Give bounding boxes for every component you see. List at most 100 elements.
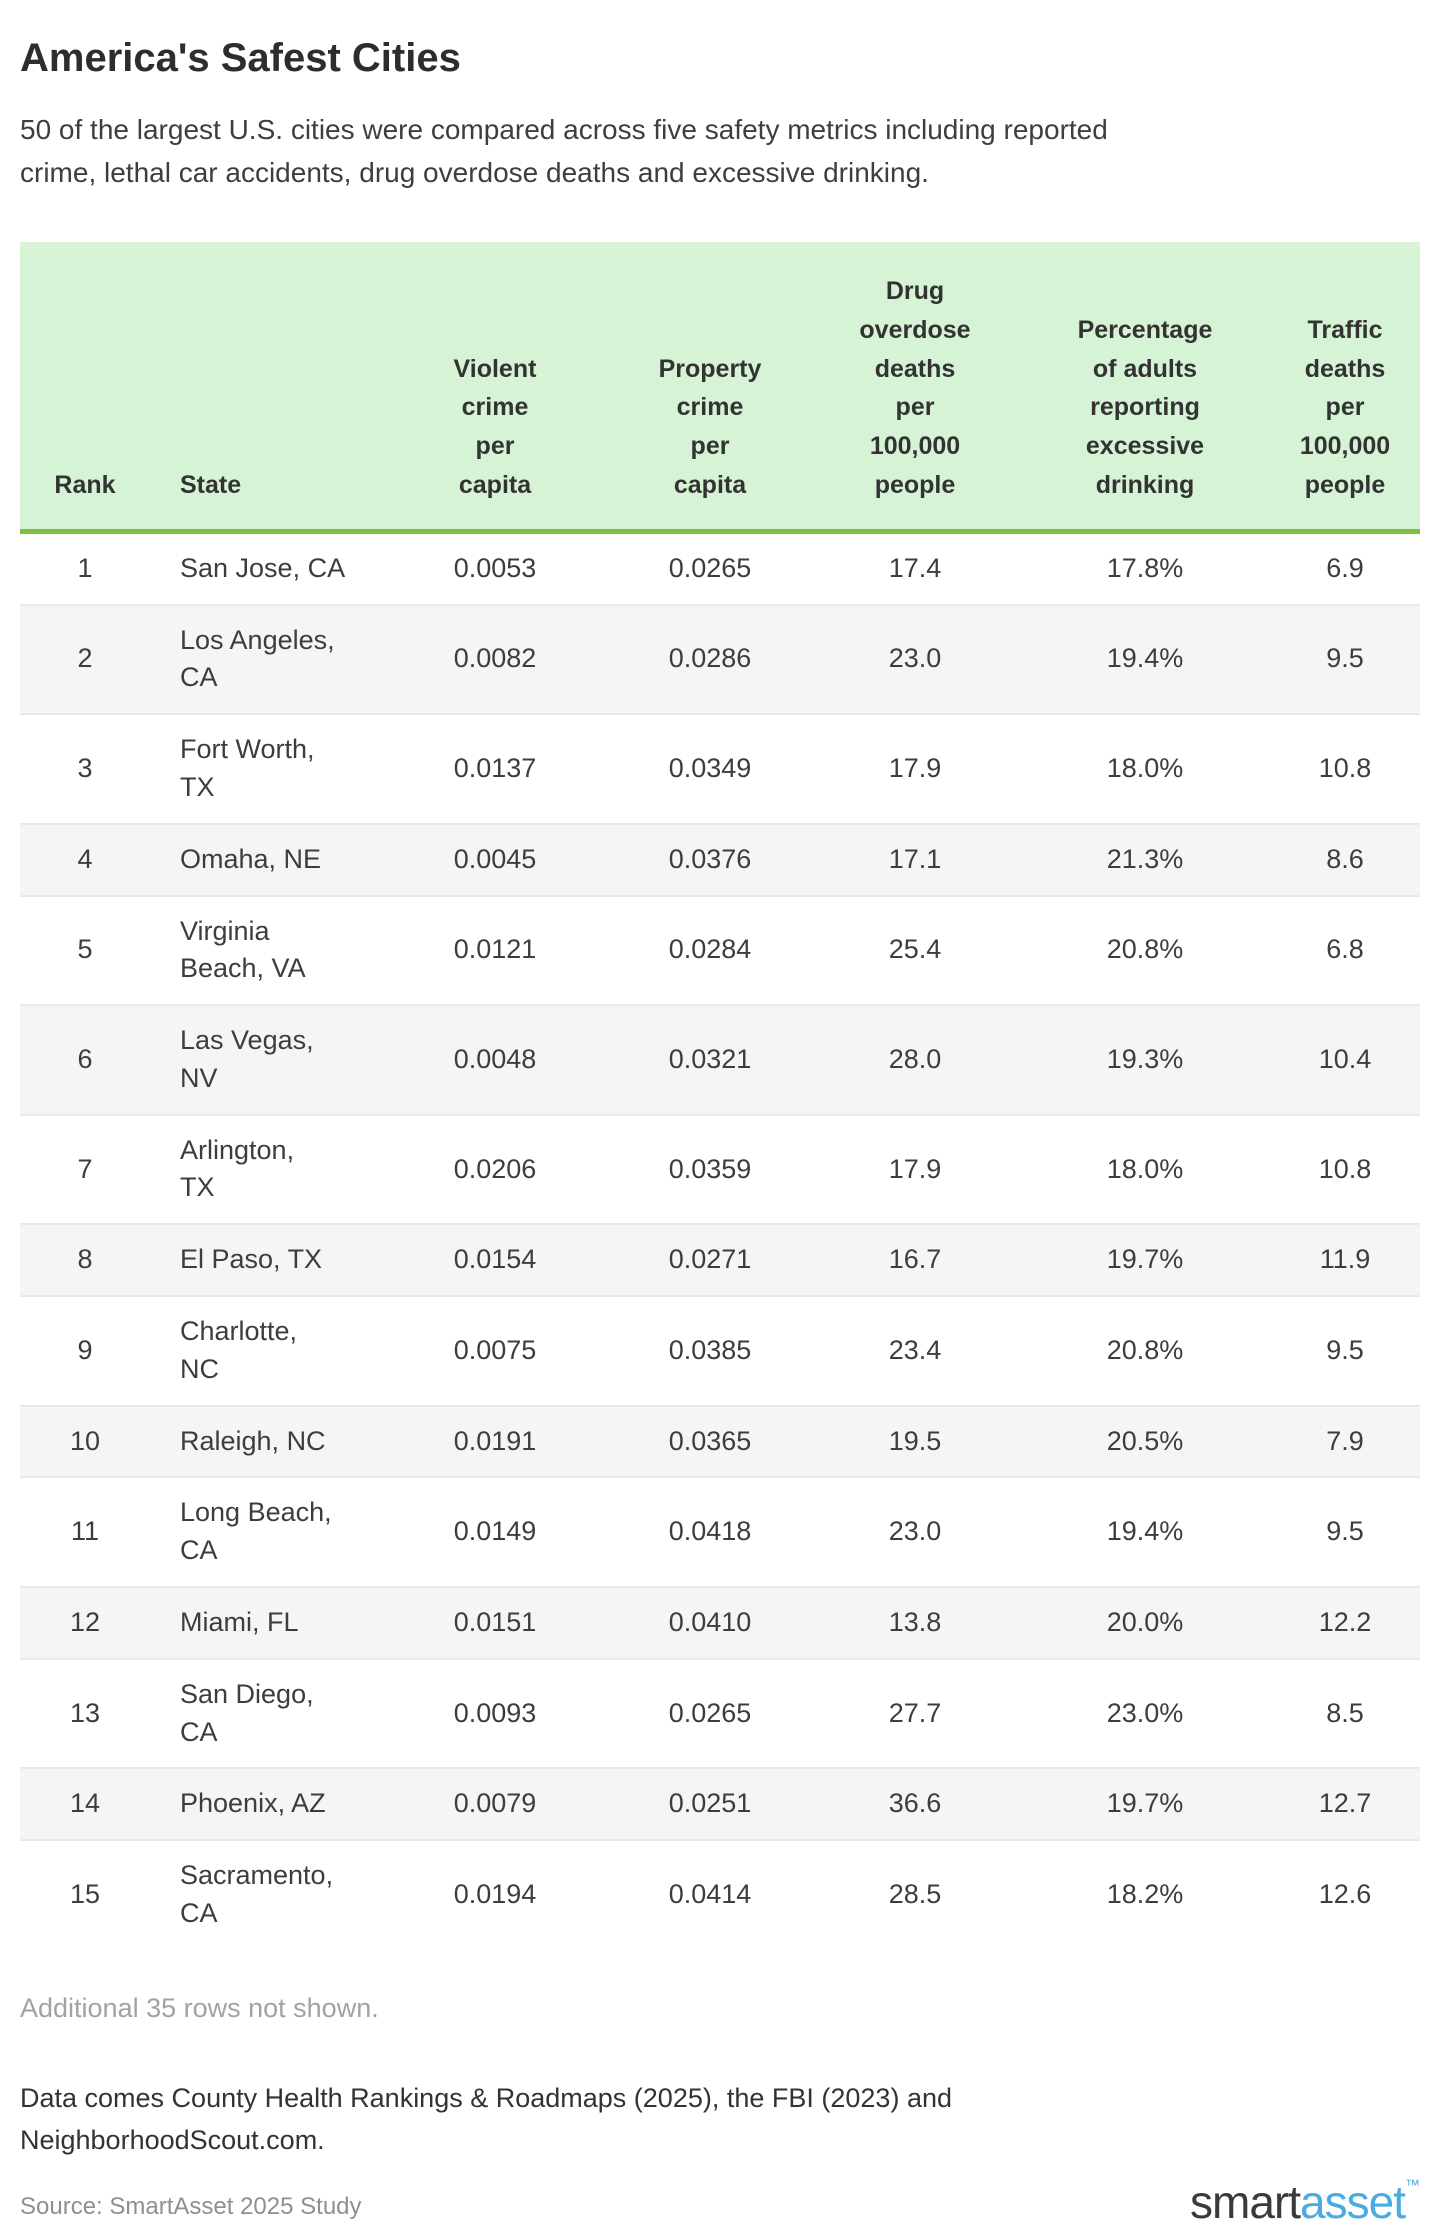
rank-cell: 12 (20, 1586, 150, 1659)
rank-cell: 11 (20, 1476, 150, 1588)
drug-overdose-cell: 17.4 (888, 552, 942, 583)
drug-overdose-cell: 28.0 (810, 1004, 1020, 1115)
drug-overdose-cell: 17.9 (810, 713, 1020, 824)
violent-crime-cell: 0.0151 (380, 1586, 610, 1659)
traffic-deaths-cell: 12.6 (1270, 1839, 1420, 1949)
property-crime-cell: 0.0271 (610, 1223, 810, 1297)
drug-overdose-cell: 23.0 (810, 1476, 1020, 1588)
traffic-deaths-cell: 10.8 (1270, 1113, 1420, 1225)
drug-overdose-cell: 17.9 (810, 1113, 1020, 1225)
table-body: 1 San Jose, CA 0.0053 0.0265 17.4 17.8% … (20, 531, 1420, 1949)
table-row: 12 Miami, FL 0.0151 0.0410 13.8 20.0% 12… (20, 1586, 1420, 1659)
traffic-deaths-cell: 8.6 (1270, 822, 1420, 896)
property-crime-cell: 0.0349 (610, 713, 810, 824)
column-header-traffic-deaths: Traffic deaths per 100,000 people (1270, 242, 1420, 534)
city-cell: Miami, FL (150, 1586, 380, 1659)
violent-crime-cell: 0.0121 (380, 894, 610, 1006)
city-cell: Omaha, NE (150, 822, 380, 896)
rank-cell: 8 (20, 1223, 150, 1297)
violent-crime-cell: 0.0048 (380, 1004, 610, 1115)
drug-overdose-cell: 27.7 (810, 1657, 1020, 1769)
city-cell: Los Angeles, CA (150, 603, 380, 715)
excessive-drinking-cell: 20.8% (1020, 894, 1270, 1006)
excessive-drinking-cell: 20.5% (1020, 1404, 1270, 1478)
traffic-deaths-cell: 9.5 (1270, 603, 1420, 715)
property-crime-cell: 0.0376 (610, 822, 810, 896)
city-cell: Phoenix, AZ (150, 1767, 380, 1841)
property-crime-cell: 0.0265 (610, 1657, 810, 1769)
header-row: Rank State Violent crime per capita Prop… (20, 242, 1420, 534)
city-cell: Las Vegas, NV (150, 1004, 380, 1115)
rank-cell: 13 (20, 1657, 150, 1769)
city-cell: Fort Worth, TX (150, 713, 380, 824)
excessive-drinking-cell: 18.0% (1020, 713, 1270, 824)
violent-crime-cell: 0.0079 (380, 1767, 610, 1841)
table-row: 7 Arlington, TX 0.0206 0.0359 17.9 18.0%… (20, 1113, 1420, 1225)
drug-overdose-cell: 13.8 (810, 1586, 1020, 1659)
city-cell: Long Beach, CA (150, 1476, 380, 1588)
traffic-deaths-cell: 6.9 (1326, 552, 1364, 583)
table-row: 6 Las Vegas, NV 0.0048 0.0321 28.0 19.3%… (20, 1004, 1420, 1115)
drug-overdose-cell: 19.5 (810, 1404, 1020, 1478)
excessive-drinking-cell: 23.0% (1020, 1657, 1270, 1769)
excessive-drinking-cell: 19.4% (1020, 603, 1270, 715)
table-row: 1 San Jose, CA 0.0053 0.0265 17.4 17.8% … (20, 531, 1420, 604)
rank-cell: 14 (20, 1767, 150, 1841)
violent-crime-cell: 0.0075 (380, 1295, 610, 1406)
drug-overdose-cell: 28.5 (810, 1839, 1020, 1949)
violent-crime-cell: 0.0045 (380, 822, 610, 896)
rank-cell: 1 (77, 552, 93, 583)
traffic-deaths-cell: 10.8 (1270, 713, 1420, 824)
violent-crime-cell: 0.0093 (380, 1657, 610, 1769)
violent-crime-cell: 0.0154 (380, 1223, 610, 1297)
traffic-deaths-cell: 9.5 (1270, 1476, 1420, 1588)
property-crime-cell: 0.0359 (610, 1113, 810, 1225)
city-cell: El Paso, TX (150, 1223, 380, 1297)
traffic-deaths-cell: 12.7 (1270, 1767, 1420, 1841)
drug-overdose-cell: 16.7 (810, 1223, 1020, 1297)
traffic-deaths-cell: 7.9 (1270, 1404, 1420, 1478)
table-row: 9 Charlotte, NC 0.0075 0.0385 23.4 20.8%… (20, 1295, 1420, 1406)
rank-cell: 3 (20, 713, 150, 824)
traffic-deaths-cell: 8.5 (1270, 1657, 1420, 1769)
traffic-deaths-cell: 11.9 (1270, 1223, 1420, 1297)
property-crime-cell: 0.0414 (610, 1839, 810, 1949)
traffic-deaths-cell: 9.5 (1270, 1295, 1420, 1406)
city-cell: Arlington, TX (150, 1113, 380, 1225)
table-row: 5 Virginia Beach, VA 0.0121 0.0284 25.4 … (20, 894, 1420, 1006)
table-row: 10 Raleigh, NC 0.0191 0.0365 19.5 20.5% … (20, 1404, 1420, 1478)
city-cell: Virginia Beach, VA (150, 894, 380, 1006)
table-row: 4 Omaha, NE 0.0045 0.0376 17.1 21.3% 8.6 (20, 822, 1420, 896)
excessive-drinking-cell: 19.3% (1020, 1004, 1270, 1115)
data-source-note: Data comes County Health Rankings & Road… (20, 2082, 952, 2155)
drug-overdose-cell: 25.4 (810, 894, 1020, 1006)
violent-crime-cell: 0.0149 (380, 1476, 610, 1588)
property-crime-cell: 0.0284 (610, 894, 810, 1006)
footer-row: Source: SmartAsset 2025 Study smartasset… (20, 2178, 1420, 2225)
property-crime-cell: 0.0365 (610, 1404, 810, 1478)
violent-crime-cell: 0.0191 (380, 1404, 610, 1478)
traffic-deaths-cell: 12.2 (1270, 1586, 1420, 1659)
excessive-drinking-cell: 18.2% (1020, 1839, 1270, 1949)
city-cell: Charlotte, NC (150, 1295, 380, 1406)
drug-overdose-cell: 23.4 (810, 1295, 1020, 1406)
excessive-drinking-cell: 17.8% (1106, 552, 1184, 583)
infographic-page: America's Safest Cities 50 of the larges… (20, 34, 1420, 2225)
table-row: 15 Sacramento, CA 0.0194 0.0414 28.5 18.… (20, 1839, 1420, 1949)
column-header-state: State (150, 242, 380, 534)
table-row: 14 Phoenix, AZ 0.0079 0.0251 36.6 19.7% … (20, 1767, 1420, 1841)
rank-cell: 7 (20, 1113, 150, 1225)
city-cell: Raleigh, NC (150, 1404, 380, 1478)
property-crime-cell: 0.0321 (610, 1004, 810, 1115)
table-row: 8 El Paso, TX 0.0154 0.0271 16.7 19.7% 1… (20, 1223, 1420, 1297)
table-header: Rank State Violent crime per capita Prop… (20, 242, 1420, 534)
city-cell: San Diego, CA (150, 1657, 380, 1769)
city-cell: Sacramento, CA (150, 1839, 380, 1949)
table-row: 2 Los Angeles, CA 0.0082 0.0286 23.0 19.… (20, 603, 1420, 715)
excessive-drinking-cell: 19.7% (1020, 1767, 1270, 1841)
excessive-drinking-cell: 20.8% (1020, 1295, 1270, 1406)
excessive-drinking-cell: 19.7% (1020, 1223, 1270, 1297)
drug-overdose-cell: 17.1 (810, 822, 1020, 896)
drug-overdose-cell: 36.6 (810, 1767, 1020, 1841)
table-row: 11 Long Beach, CA 0.0149 0.0418 23.0 19.… (20, 1476, 1420, 1588)
